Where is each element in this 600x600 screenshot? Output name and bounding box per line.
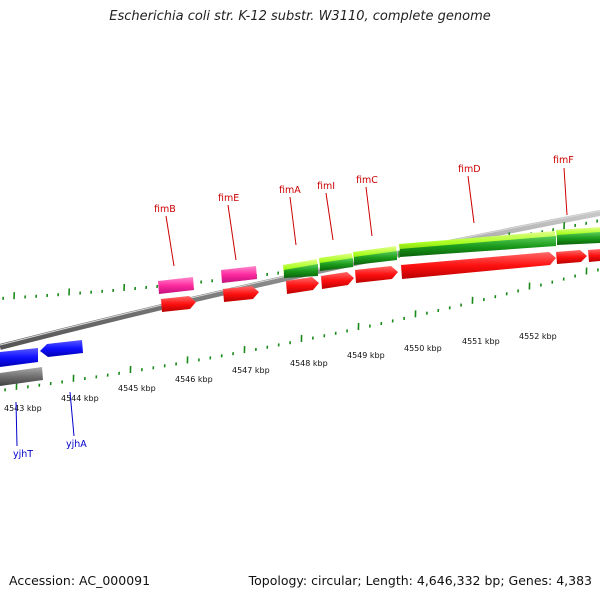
gene-arrow-fimB[interactable] (161, 296, 196, 312)
scale-labels: 4543 kbp 4544 kbp 4545 kbp 4546 kbp 4547 kbp… (4, 332, 557, 413)
gene-arrow-fimE[interactable] (223, 286, 259, 302)
scale-label: 4550 kbp (404, 344, 442, 353)
accession-text: Accession: AC_000091 (9, 573, 151, 588)
feature-green-fimC[interactable] (354, 251, 397, 265)
pseudogene-block[interactable] (0, 367, 43, 386)
scale-label: 4545 kbp (118, 384, 156, 393)
gene-arrow-fimD[interactable] (401, 252, 556, 279)
scale-label: 4548 kbp (290, 359, 328, 368)
label-leaders (15, 167, 568, 447)
genome-summary-text: Topology: circular; Length: 4,646,332 bp… (248, 573, 592, 588)
gene-arrow-next[interactable] (588, 249, 600, 262)
gene-label-fimE[interactable]: fimE (218, 193, 239, 204)
gene-label-yjhA[interactable]: yjhA (66, 439, 87, 450)
gene-arrow-fimI[interactable] (321, 272, 354, 289)
feature-green-fimA[interactable] (284, 264, 318, 278)
scale-label: 4547 kbp (232, 366, 270, 375)
feature-green-fimI[interactable] (320, 258, 353, 271)
scale-label: 4549 kbp (347, 351, 385, 360)
gene-label-fimA[interactable]: fimA (279, 185, 301, 196)
gene-arrow-fimA[interactable] (286, 277, 319, 294)
scale-label: 4546 kbp (175, 375, 213, 384)
map-title: Escherichia coli str. K-12 substr. W3110… (109, 9, 491, 24)
gene-arrow-yjhA[interactable] (40, 340, 83, 357)
feature-green-fimF[interactable] (557, 232, 600, 245)
feature-green-fimD[interactable] (400, 236, 556, 257)
scale-label: 4543 kbp (4, 404, 42, 413)
feature-pink-fimB[interactable] (158, 277, 194, 294)
gene-arrow-fimC[interactable] (355, 266, 398, 283)
gene-arrow-yjhT[interactable] (0, 348, 38, 367)
gene-label-fimD[interactable]: fimD (458, 164, 481, 175)
scale-label: 4552 kbp (519, 332, 557, 341)
feature-pink-fimE[interactable] (221, 266, 257, 283)
scale-label: 4551 kbp (462, 337, 500, 346)
gene-label-fimF[interactable]: fimF (553, 155, 574, 166)
gene-label-fimB[interactable]: fimB (154, 204, 176, 215)
gene-labels: fimB fimE fimA fimI fimC fimD fimF yjhT yjhA (13, 155, 574, 460)
inner-tick-ring (4, 267, 599, 392)
gene-label-yjhT[interactable]: yjhT (13, 449, 33, 460)
gene-arrow-fimF[interactable] (556, 250, 587, 264)
scale-label: 4544 kbp (61, 394, 99, 403)
gene-label-fimI[interactable]: fimI (317, 181, 335, 192)
gene-label-fimC[interactable]: fimC (356, 175, 378, 186)
